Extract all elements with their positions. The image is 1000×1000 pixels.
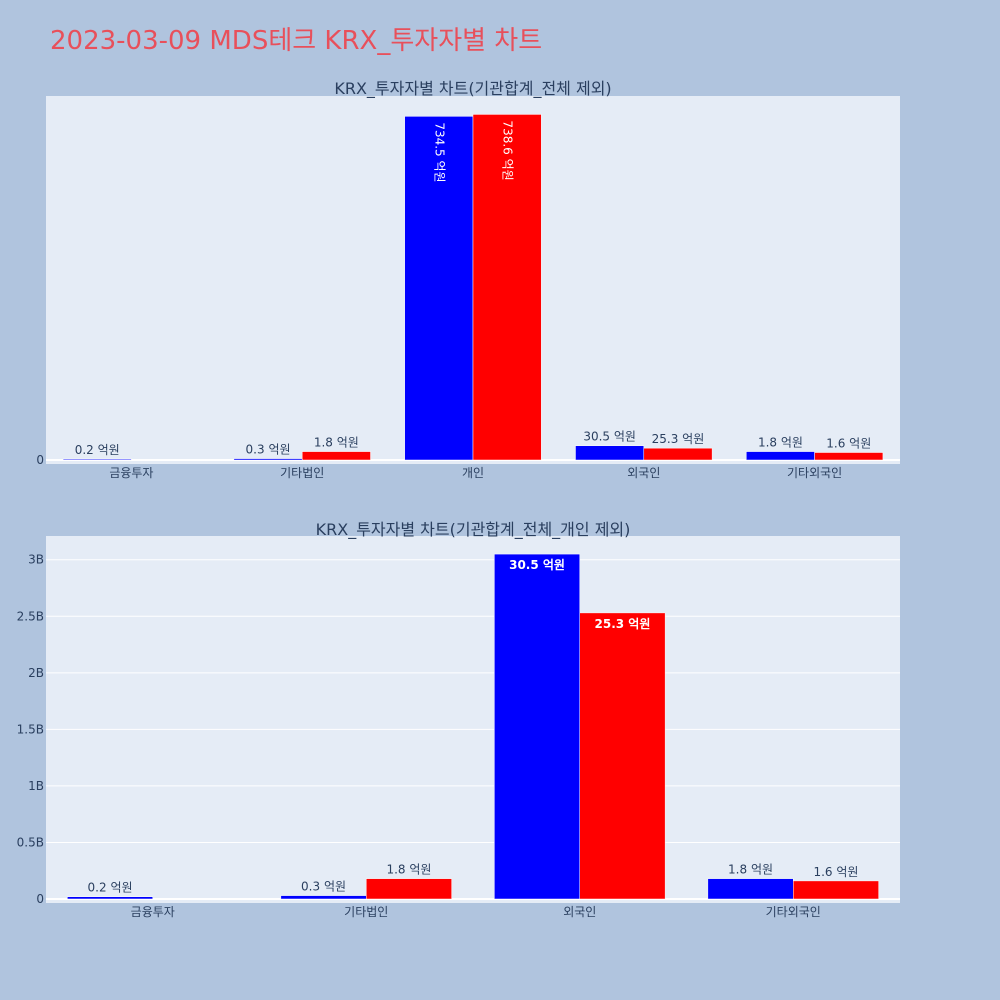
- data-label: 1.8 억원: [386, 863, 431, 877]
- plot-background: [46, 536, 900, 903]
- x-tick-label: 기타법인: [280, 466, 324, 480]
- bar-red: [643, 447, 713, 461]
- data-label: 0.3 억원: [301, 880, 346, 894]
- x-tick-label: 외국인: [563, 905, 596, 919]
- bar-blue: [707, 878, 794, 900]
- y-tick-label: 0.5B: [17, 835, 44, 849]
- x-tick-label: 기타외국인: [766, 905, 821, 919]
- bar-blue: [746, 451, 815, 461]
- x-tick-label: 외국인: [627, 466, 660, 480]
- data-label: 0.2 억원: [88, 881, 133, 895]
- bar-blue: [62, 458, 132, 461]
- bar-red: [472, 114, 542, 461]
- bar-blue: [404, 116, 474, 461]
- y-tick-label: 0: [36, 453, 44, 467]
- data-label: 738.6 억원: [501, 120, 515, 180]
- y-tick-label: 0: [36, 892, 44, 906]
- bar-blue: [67, 896, 153, 900]
- bar-blue: [494, 553, 581, 900]
- data-label: 734.5 억원: [432, 122, 446, 182]
- data-label: 1.8 억원: [728, 863, 773, 877]
- y-tick-label: 1B: [28, 779, 44, 793]
- data-label: 1.6 억원: [826, 437, 871, 451]
- data-label: 0.3 억원: [246, 443, 291, 457]
- bar-red: [793, 880, 879, 900]
- bar-red: [814, 452, 884, 461]
- y-tick-label: 1.5B: [17, 722, 44, 736]
- main-title: 2023-03-09 MDS테크 KRX_투자자별 차트: [50, 26, 542, 56]
- data-label: 1.8 억원: [758, 436, 803, 450]
- data-label: 25.3 억원: [652, 432, 705, 446]
- y-tick-label: 3B: [28, 553, 44, 567]
- y-tick-label: 2.5B: [17, 609, 44, 623]
- data-label: 30.5 억원: [509, 558, 565, 572]
- data-label: 25.3 억원: [595, 617, 651, 631]
- x-tick-label: 금융투자: [131, 905, 175, 919]
- data-label: 0.2 억원: [75, 443, 120, 457]
- chart-panel-2: 0 0.5B 1B 1.5B 2B 2.5B 3B KRX_투자자별 차트(기관합계_전체_개…: [17, 520, 900, 919]
- x-tick-label: 개인: [462, 466, 484, 480]
- data-label: 1.6 억원: [813, 865, 858, 879]
- y-tick-label: 2B: [28, 666, 44, 680]
- x-tick-label: 금융투자: [109, 466, 153, 480]
- x-tick-label: 기타법인: [344, 905, 388, 919]
- bar-red: [301, 451, 371, 461]
- bar-blue: [575, 445, 645, 461]
- bar-red: [366, 878, 452, 900]
- x-tick-label: 기타외국인: [787, 466, 842, 480]
- data-label: 1.8 억원: [314, 436, 359, 450]
- chart-title: KRX_투자자별 차트(기관합계_전체 제외): [334, 79, 611, 99]
- chart-panel-1: 010B20B30B40B50B60B70BKRX_투자자별 차트(기관합계_전…: [36, 79, 900, 480]
- chart-title: KRX_투자자별 차트(기관합계_전체_개인 제외): [316, 520, 631, 540]
- bar-red: [579, 612, 666, 900]
- data-label: 30.5 억원: [583, 430, 636, 444]
- bar-blue: [280, 895, 367, 900]
- bar-blue: [233, 458, 303, 461]
